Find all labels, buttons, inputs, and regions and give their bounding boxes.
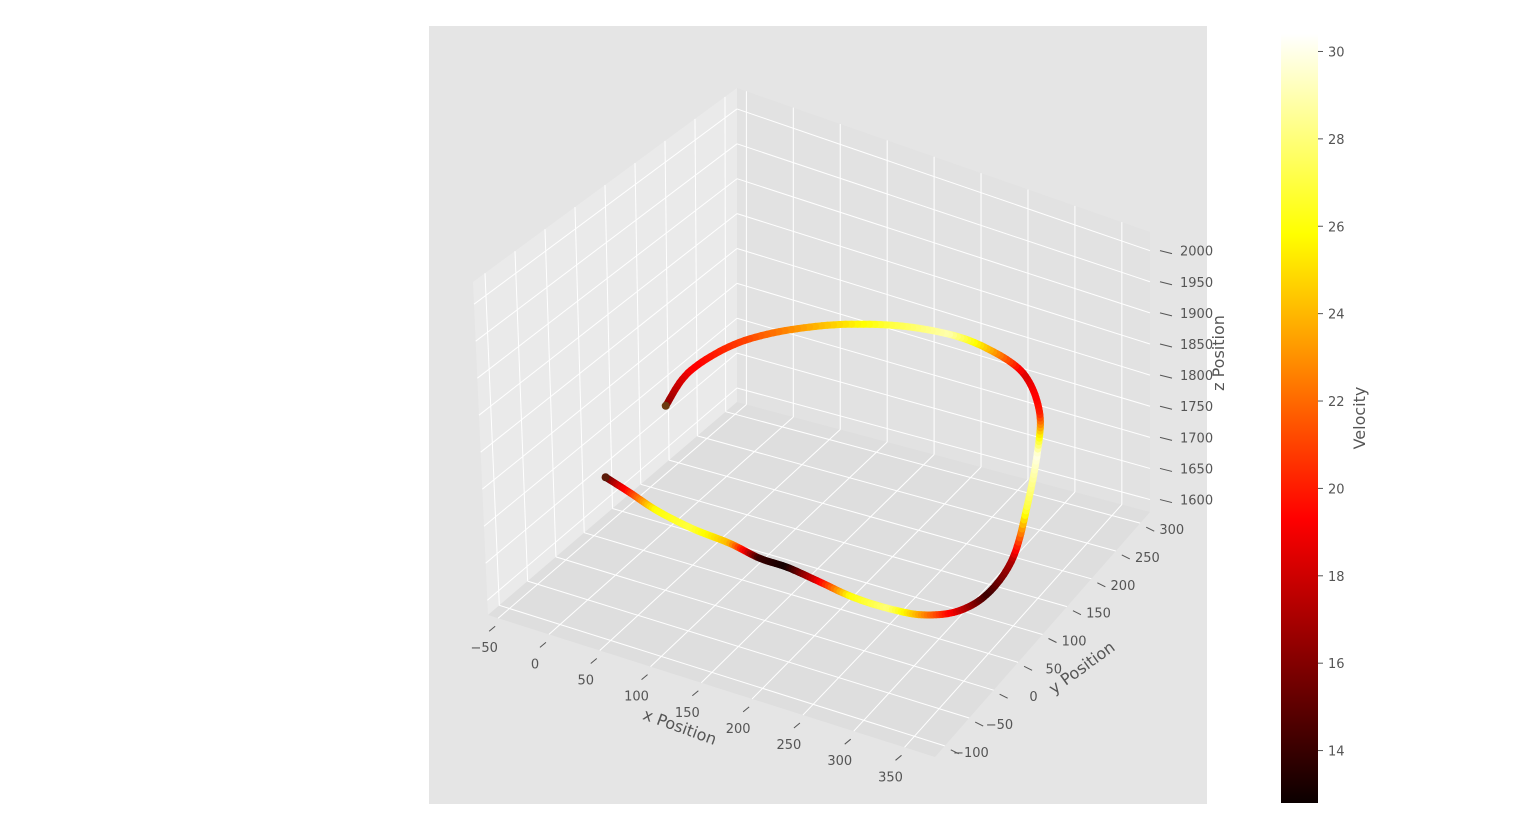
colorbar-tick-label: 30 [1328, 45, 1345, 60]
x-tick-label: 50 [577, 674, 594, 689]
trajectory-line [601, 320, 1044, 619]
y-tick-label: 150 [1086, 607, 1111, 622]
y-tick-label: −50 [986, 718, 1013, 733]
colorbar-label: Velocity [1350, 387, 1369, 450]
colorbar [1281, 34, 1318, 803]
colorbar-tick-label: 16 [1328, 657, 1345, 672]
y-tick-label: 100 [1062, 635, 1087, 650]
y-tick-label: 50 [1046, 662, 1063, 677]
y-tick-label: 300 [1159, 523, 1184, 538]
z-tick-label: 1800 [1180, 369, 1213, 384]
colorbar-tick-label: 26 [1328, 220, 1345, 235]
colorbar-tick-label: 22 [1328, 395, 1345, 410]
colorbar-tick-label: 18 [1328, 570, 1345, 585]
z-tick-label: 1700 [1180, 431, 1213, 446]
z-tick-label: 1950 [1180, 276, 1213, 291]
z-tick-label: 1650 [1180, 462, 1213, 477]
tick-labels: −50050100150200250300350−100−50050100150… [470, 245, 1213, 786]
z-tick-label: 1750 [1180, 400, 1213, 415]
colorbar-tick-label: 24 [1328, 308, 1345, 323]
colorbar-tick-label: 28 [1328, 133, 1345, 148]
x-tick-label: 200 [726, 722, 751, 737]
x-tick-label: 250 [777, 738, 802, 753]
y-tick-label: 200 [1111, 579, 1136, 594]
z-tick-label: 1850 [1180, 338, 1213, 353]
colorbar-ticks: 14 16 18 20 22 24 26 28 30 [1318, 45, 1345, 760]
trajectory-end-point [661, 401, 670, 410]
z-tick-label: 1600 [1180, 494, 1213, 509]
z-axis-label: z Position [1209, 315, 1228, 391]
colorbar-tick-label: 20 [1328, 482, 1345, 497]
z-tick-label: 1900 [1180, 307, 1213, 322]
y-tick-label: 250 [1135, 551, 1160, 566]
tick-marks [488, 250, 1173, 761]
y-tick-label: −100 [953, 746, 989, 761]
x-tick-label: 100 [624, 690, 649, 705]
colorbar-tick-label: 14 [1328, 745, 1345, 760]
x-tick-label: 350 [878, 770, 903, 785]
x-tick-label: 0 [531, 657, 539, 672]
x-tick-label: 300 [827, 754, 852, 769]
x-tick-label: −50 [470, 641, 497, 656]
trajectory-start-point [601, 473, 610, 482]
x-tick-label: 150 [675, 706, 700, 721]
z-tick-label: 2000 [1180, 245, 1213, 260]
y-tick-label: 0 [1029, 690, 1037, 705]
